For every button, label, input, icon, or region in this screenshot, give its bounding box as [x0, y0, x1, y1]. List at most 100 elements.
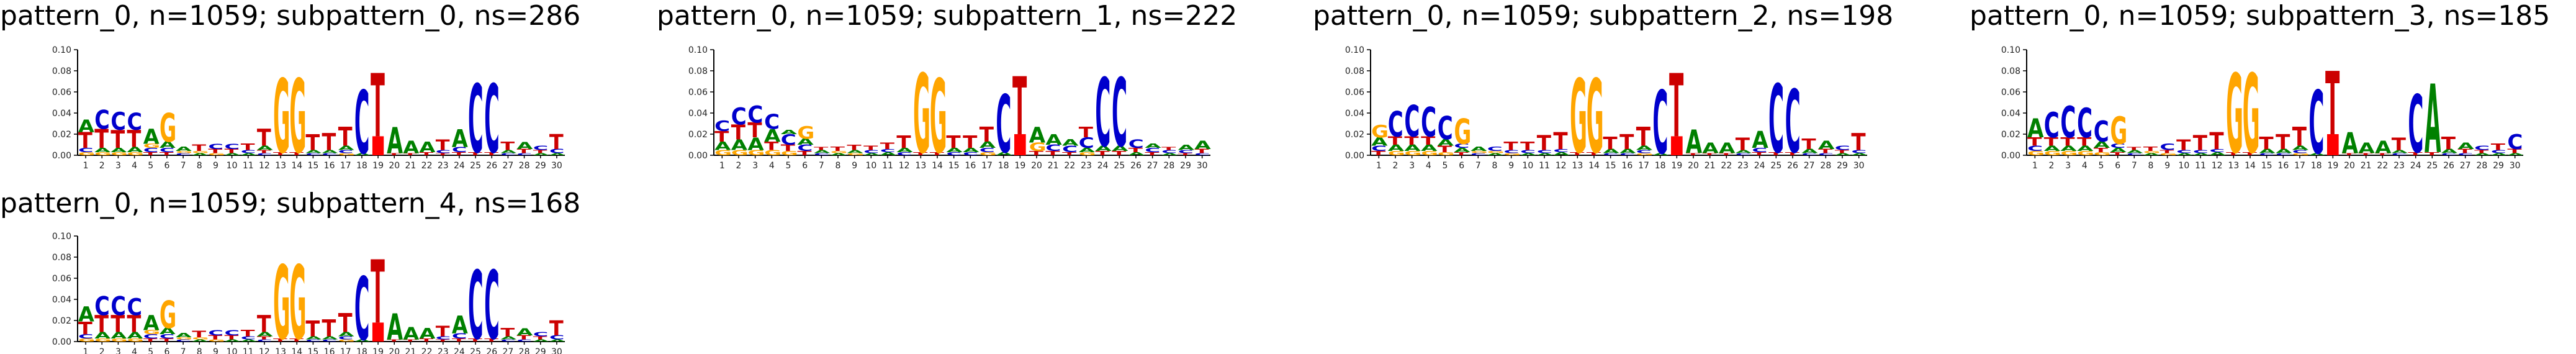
x-tick-label: 9	[1508, 161, 1514, 171]
logo-letter-t: T	[533, 149, 548, 154]
x-tick-label: 15	[2261, 161, 2272, 171]
logo-letter-c: C	[1636, 149, 1652, 154]
logo-letter-c: C	[322, 339, 338, 342]
logo-letter-a: A	[322, 149, 338, 154]
logo-letter-c: C	[1421, 99, 1436, 146]
logo-letter-t: T	[1112, 150, 1126, 157]
logo-letter-t: T	[831, 146, 845, 153]
logo-letter-t: T	[1570, 151, 1585, 156]
x-tick-label: 24	[454, 347, 465, 354]
x-tick-label: 17	[981, 161, 993, 171]
logo-letter-t: T	[257, 335, 272, 340]
logo-letter-c: C	[322, 153, 338, 156]
logo-letter-a: A	[452, 124, 468, 153]
logo-letter-a: A	[1702, 140, 1719, 157]
logo-letter-t: T	[192, 330, 206, 340]
logo-letter-t: T	[2027, 135, 2042, 148]
x-tick-label: 13	[2228, 161, 2239, 171]
x-tick-label: 21	[2361, 161, 2372, 171]
x-tick-label: 16	[324, 347, 335, 354]
logo-letter-t: T	[2159, 149, 2174, 154]
logo-letter-g: G	[143, 329, 160, 335]
logo-letter-g: G	[2243, 51, 2260, 178]
logo-letter-t: T	[225, 334, 239, 341]
y-tick-label: 0.06	[52, 88, 71, 98]
x-tick-label: 12	[899, 161, 910, 171]
logo-letter-a: A	[1801, 148, 1818, 155]
logo-panel: pattern_0, n=1059; subpattern_4, ns=168 0…	[0, 188, 580, 354]
logo-letter-t: T	[896, 132, 911, 152]
logo-letter-t: T	[484, 338, 499, 343]
logo-letter-a: A	[322, 335, 338, 340]
logo-letter-a: A	[241, 339, 258, 342]
logo-letter-c: C	[880, 148, 896, 153]
x-tick-label: 4	[132, 347, 137, 354]
logo-letter-g: G	[2110, 109, 2127, 153]
logo-letter-a: A	[2209, 151, 2225, 156]
logo-letter-c: C	[714, 117, 730, 134]
logo-letter-a: A	[305, 335, 322, 340]
logo-letter-t: T	[2425, 151, 2439, 156]
logo-letter-c: C	[1520, 149, 1536, 154]
logo-letter-a: A	[2375, 137, 2391, 157]
logo-letter-c: C	[1553, 148, 1569, 153]
logo-letter-c: C	[176, 339, 191, 342]
x-tick-label: 10	[865, 161, 876, 171]
x-tick-label: 12	[259, 161, 270, 171]
logo-letter-g: G	[1570, 58, 1587, 176]
logo-letter-c: C	[517, 153, 533, 156]
logo-letter-t: T	[484, 152, 499, 157]
logo-letter-a: A	[1421, 143, 1438, 153]
logo-letter-t: T	[1095, 150, 1109, 157]
logo-letter-a: A	[1161, 153, 1178, 157]
logo-letter-c: C	[1371, 145, 1387, 153]
logo-letter-t: T	[127, 311, 142, 338]
logo-letter-c: C	[1112, 58, 1127, 168]
y-tick-label: 0.04	[688, 109, 708, 119]
logo-letter-a: A	[2308, 153, 2325, 157]
logo-letter-g: G	[273, 58, 290, 176]
logo-letter-a: A	[533, 339, 550, 342]
logo-letter-a: A	[403, 324, 419, 344]
logo-letter-a: A	[1388, 143, 1405, 153]
logo-letter-t: T	[1438, 145, 1452, 155]
logo-letter-a: A	[1145, 143, 1161, 150]
logo-letter-a: A	[2027, 114, 2044, 144]
x-tick-label: 10	[1522, 161, 1533, 171]
x-tick-label: 10	[227, 347, 238, 354]
logo-letter-t: T	[94, 124, 109, 154]
logo-letter-a: A	[2110, 147, 2127, 153]
x-tick-label: 20	[1031, 161, 1042, 171]
logo-letter-t: T	[160, 338, 174, 343]
panel-title: pattern_0, n=1059; subpattern_0, ns=286	[0, 0, 580, 32]
x-tick-label: 22	[2377, 161, 2388, 171]
x-tick-label: 4	[1426, 161, 1431, 171]
x-tick-label: 29	[2493, 161, 2504, 171]
x-tick-label: 18	[2311, 161, 2322, 171]
logo-letter-a: A	[880, 151, 896, 156]
logo-letter-a: A	[764, 126, 780, 146]
x-tick-label: 18	[1655, 161, 1666, 171]
logo-letter-a: A	[110, 147, 127, 153]
logo-letter-t: T	[436, 137, 450, 153]
logo-letter-t: T	[1553, 128, 1568, 155]
x-tick-label: 6	[164, 347, 169, 354]
logo-letter-g: G	[2292, 153, 2310, 157]
logo-letter-c: C	[143, 147, 159, 153]
logo-letter-t: T	[2259, 134, 2274, 153]
logo-letter-t: T	[1719, 153, 1734, 157]
logo-letter-a: A	[2507, 153, 2524, 157]
x-tick-label: 8	[2148, 161, 2154, 171]
logo-letter-c: C	[1438, 111, 1453, 148]
logo-letter-g: G	[2094, 151, 2111, 156]
logo-letter-t: T	[273, 152, 288, 157]
logo-letter-t: T	[500, 326, 515, 339]
logo-letter-g: G	[1470, 150, 1488, 154]
logo-letter-t: T	[2209, 128, 2224, 155]
x-tick-label: 30	[2510, 161, 2521, 171]
logo-letter-c: C	[452, 145, 467, 153]
logo-letter-c: C	[1801, 153, 1817, 157]
logo-letter-t: T	[257, 125, 271, 152]
x-tick-label: 10	[227, 161, 238, 171]
logo-letter-c: C	[963, 151, 978, 156]
